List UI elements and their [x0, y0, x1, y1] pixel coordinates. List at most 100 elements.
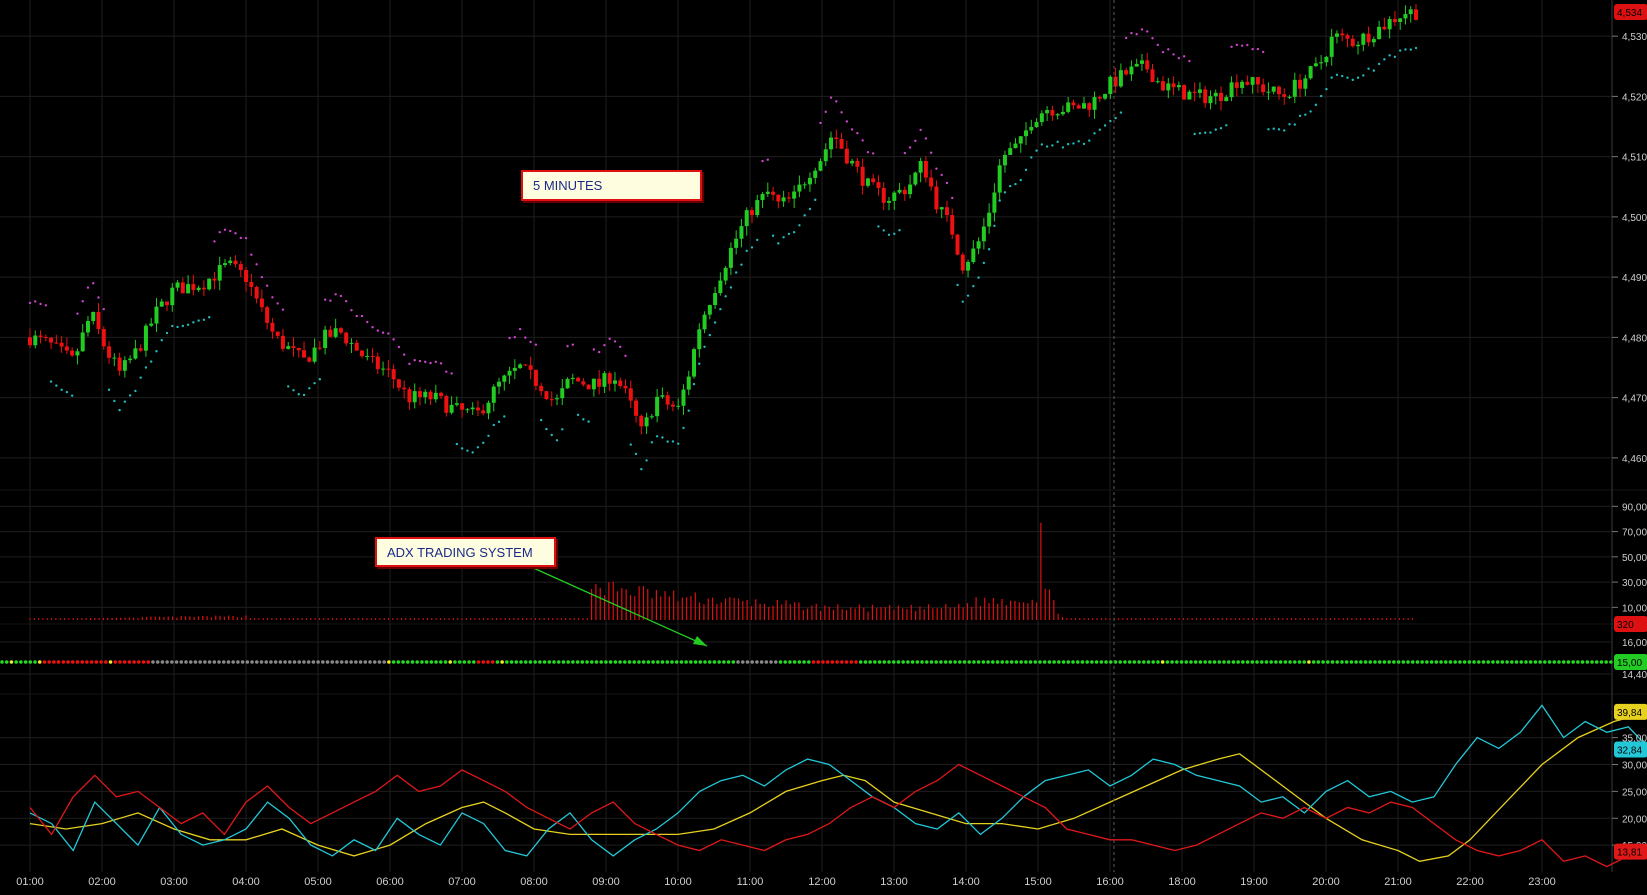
timeframe-label-box[interactable]: 5 MINUTES — [521, 170, 702, 201]
sar-dot — [171, 324, 174, 328]
candle-body — [1266, 91, 1271, 93]
signal-dot — [1198, 660, 1203, 664]
candle-body — [512, 367, 517, 371]
candle-body — [728, 247, 733, 268]
signal-dot — [1212, 660, 1217, 664]
candle-body — [1076, 105, 1081, 109]
candle-body — [407, 389, 412, 403]
signal-dot — [863, 660, 868, 664]
candle-body — [992, 192, 997, 213]
candle-body — [1313, 63, 1318, 67]
signal-dot — [1226, 660, 1231, 664]
signal-dot — [438, 660, 443, 664]
signal-dot — [1274, 660, 1278, 664]
candle-body — [702, 314, 707, 330]
candle-body — [101, 329, 106, 347]
signal-dot — [1373, 660, 1377, 664]
candle-body — [1213, 92, 1218, 97]
sar-dot — [945, 181, 949, 185]
sar-dot — [265, 284, 269, 287]
sar-dot — [777, 242, 780, 245]
x-tick-label: 07:00 — [448, 876, 476, 888]
candle-body — [723, 267, 728, 281]
signal-dot — [1396, 660, 1401, 664]
signal-dot — [1495, 660, 1500, 664]
sar-dot — [534, 343, 538, 346]
sar-dot — [887, 233, 891, 236]
signal-dot — [1359, 660, 1363, 664]
signal-dot — [580, 660, 585, 664]
sar-dot — [613, 340, 617, 343]
sar-dot — [756, 238, 759, 242]
sar-dot — [424, 360, 427, 364]
candle-body — [987, 212, 992, 227]
sar-dot — [1198, 132, 1202, 135]
sar-dot — [455, 442, 459, 446]
candle-body — [565, 378, 570, 389]
signal-dot — [1439, 660, 1443, 664]
sar-dot — [1088, 139, 1091, 142]
signal-dot — [1410, 660, 1415, 664]
signal-dot — [490, 660, 495, 664]
signal-dot — [61, 660, 66, 664]
signal-dot — [915, 660, 920, 664]
candle-body — [96, 311, 101, 330]
candle-body — [570, 377, 575, 379]
signal-dot — [552, 660, 556, 664]
sar-dot — [1230, 45, 1233, 49]
price-tick-label: 4,470 — [1622, 394, 1647, 405]
signal-dot — [736, 660, 740, 664]
sar-dot — [144, 366, 148, 369]
sar-dot — [1335, 73, 1339, 77]
signal-dot — [1571, 660, 1575, 664]
sar-dot — [1314, 103, 1318, 107]
signal-dot — [788, 660, 792, 664]
candle-body — [876, 182, 881, 188]
signal-dot — [1609, 660, 1613, 664]
volume-panel — [29, 522, 1413, 620]
signal-dot — [174, 660, 179, 664]
candle-body — [781, 197, 786, 202]
sar-dot — [987, 248, 991, 251]
sar-dot — [1309, 110, 1312, 113]
sar-dot — [634, 452, 638, 456]
price-panel — [28, 4, 1418, 471]
system-label-box[interactable]: ADX TRADING SYSTEM — [375, 537, 556, 567]
candle-body — [1018, 136, 1023, 144]
candle-body — [1255, 77, 1260, 85]
sar-dot — [1404, 48, 1407, 51]
sar-dot — [935, 167, 938, 170]
sar-dot — [1009, 184, 1012, 188]
signal-dot — [1528, 660, 1533, 664]
signal-dot — [1151, 660, 1156, 664]
signal-dot — [1146, 660, 1151, 664]
sar-dot — [397, 345, 401, 349]
sar-dot — [181, 324, 185, 328]
candle-body — [1250, 77, 1255, 85]
candle-body — [265, 307, 270, 323]
sar-dot — [1272, 127, 1275, 130]
candle-body — [1319, 62, 1324, 64]
candle-body — [470, 407, 475, 410]
candle-body — [85, 320, 90, 333]
signal-dot — [1363, 660, 1368, 664]
candle-body — [64, 346, 69, 351]
candle-body — [175, 282, 180, 288]
sar-dot — [666, 440, 669, 443]
candle-body — [692, 349, 697, 377]
signal-dot — [1561, 660, 1566, 664]
signal-dot — [1222, 660, 1226, 664]
candle-body — [412, 391, 417, 403]
candle-body — [1008, 148, 1013, 155]
signal-dot — [1259, 660, 1264, 664]
signal-dot — [1472, 660, 1476, 664]
sar-dot — [1277, 128, 1281, 131]
signal-dot — [273, 660, 278, 664]
signal-dot — [589, 660, 594, 664]
signal-dot — [948, 660, 953, 664]
signal-dot — [840, 660, 844, 664]
signal-dot — [924, 660, 929, 664]
candle-body — [402, 387, 407, 390]
signal-dot — [556, 660, 561, 664]
